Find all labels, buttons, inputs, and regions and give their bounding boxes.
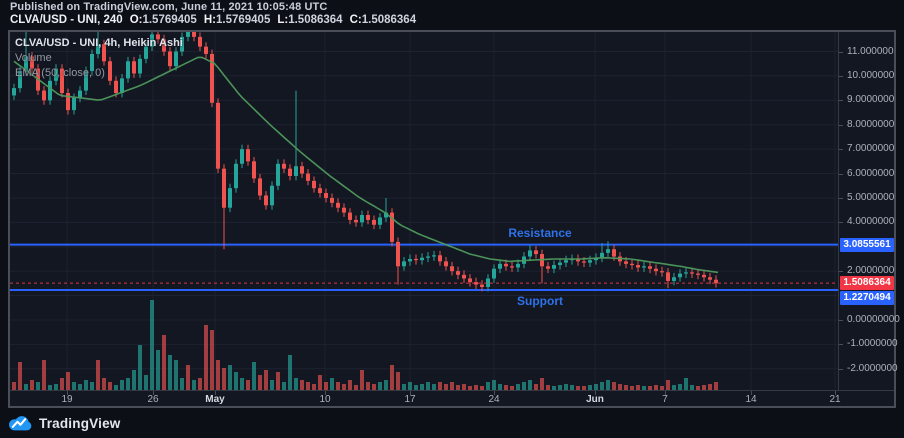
x-axis-label: 24	[488, 394, 500, 405]
y-axis-tick	[839, 51, 843, 53]
legend-symbol[interactable]: CLVA/USD - UNI, 4h, Heikin Ashi	[15, 37, 183, 49]
ohlc-open: O:1.5769405	[129, 14, 197, 26]
y-axis-tick	[839, 368, 843, 370]
x-axis-label: 7	[662, 394, 668, 405]
support-price-badge: 1.2270494	[840, 291, 894, 306]
x-axis-tick	[215, 391, 216, 395]
y-axis-tick	[839, 149, 843, 151]
x-axis-tick	[325, 391, 326, 395]
y-axis-label: 6.0000000	[847, 167, 895, 179]
x-axis-tick	[67, 391, 68, 395]
published-line: Published on TradingView.com, June 11, 2…	[10, 1, 328, 13]
y-axis-tick	[839, 271, 843, 273]
chart-legend: CLVA/USD - UNI, 4h, Heikin Ashi Volume E…	[15, 36, 183, 81]
symbol-ohlc-line: CLVA/USD - UNI, 240 O:1.5769405 H:1.576940…	[10, 14, 416, 26]
y-axis-label: 11.000000	[847, 45, 894, 57]
y-axis-label: 0.00000000	[847, 313, 900, 325]
symbol-title: CLVA/USD - UNI, 240	[10, 14, 123, 26]
y-axis-label: 9.0000000	[847, 94, 895, 106]
y-axis-tick	[839, 344, 843, 346]
legend-volume[interactable]: Volume	[15, 52, 52, 64]
ohlc-close: C:1.5086364	[349, 14, 417, 26]
y-axis-label: 4.0000000	[847, 216, 895, 228]
legend-ema[interactable]: EMA (50, close, 0)	[15, 67, 105, 79]
resistance-price-badge: 3.0855561	[840, 237, 894, 252]
x-axis-label: May	[205, 394, 225, 405]
x-axis-tick	[153, 391, 154, 395]
y-axis-label: 8.0000000	[847, 118, 895, 130]
y-axis-tick	[839, 197, 843, 199]
x-axis-tick	[595, 391, 596, 395]
y-axis-label: 10.000000	[847, 69, 895, 81]
chart-plot[interactable]: CLVA/USD - UNI, 4h, Heikin Ashi Volume E…	[10, 32, 838, 390]
x-axis-label: 14	[745, 394, 757, 405]
x-axis-label: 21	[829, 394, 841, 405]
tradingview-logo-icon	[9, 415, 32, 430]
y-axis-label: -1.0000000	[847, 338, 898, 350]
x-axis-tick	[665, 391, 666, 395]
y-axis-label: 5.0000000	[847, 191, 895, 203]
x-axis-label: Jun	[586, 394, 604, 405]
x-axis-tick	[835, 391, 836, 395]
x-axis-label: 17	[404, 394, 416, 405]
resistance-label: Resistance	[508, 226, 572, 240]
x-axis-tick	[751, 391, 752, 395]
y-axis-label: -2.0000000	[847, 362, 898, 374]
y-axis-tick	[839, 75, 843, 77]
y-axis-tick	[839, 173, 843, 175]
brand-name: TradingView	[39, 415, 121, 431]
ohlc-low: L:1.5086364	[277, 14, 343, 26]
x-axis-label: 10	[319, 394, 331, 405]
y-axis-label: 2.0000000	[847, 265, 895, 277]
y-axis-tick	[839, 222, 843, 224]
y-axis-tick	[839, 100, 843, 102]
y-axis-tick	[839, 319, 843, 321]
last-price-badge: 1.5086364	[840, 276, 894, 291]
x-axis-tick	[410, 391, 411, 395]
ohlc-high: H:1.5769405	[203, 14, 271, 26]
y-axis-tick	[839, 124, 843, 126]
x-axis-label: 26	[147, 394, 159, 405]
footer-brand[interactable]: TradingView	[8, 411, 120, 435]
time-axis[interactable]: 19 26 May 10 17 24 Jun 7 14 21	[10, 390, 894, 406]
price-axis[interactable]: 3.0855561 1.5086364 1.2270494 11.000000 1…	[838, 32, 900, 390]
support-label: Support	[517, 294, 563, 308]
x-axis-label: 19	[61, 394, 73, 405]
x-axis-tick	[494, 391, 495, 395]
y-axis-label: 7.0000000	[847, 143, 895, 155]
chart-canvas[interactable]	[10, 32, 838, 390]
chart-widget: CLVA/USD - UNI, 4h, Heikin Ashi Volume E…	[8, 30, 900, 408]
